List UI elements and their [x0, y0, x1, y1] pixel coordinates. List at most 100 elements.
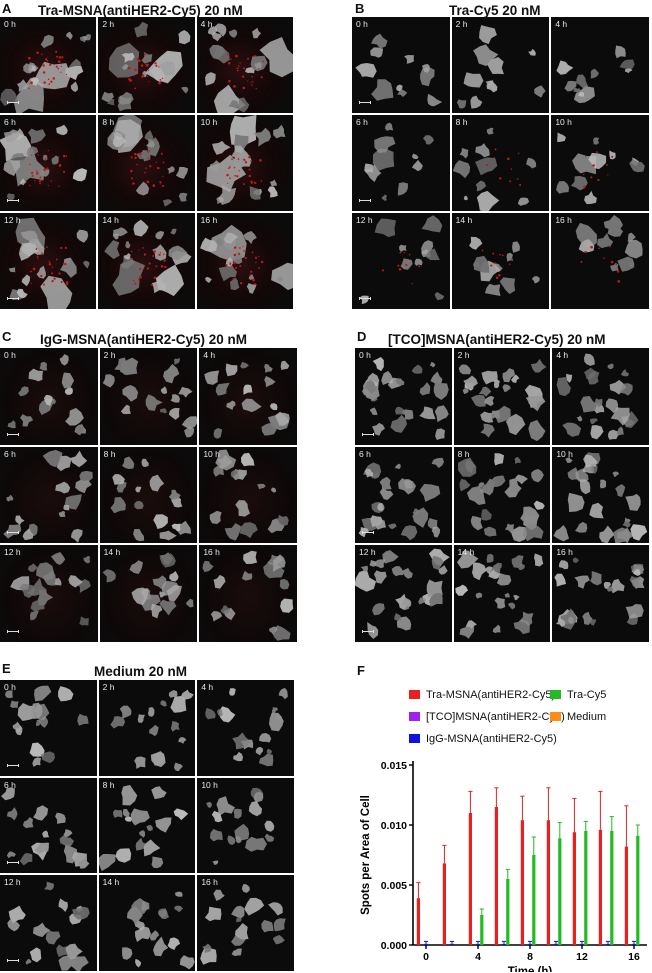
bar [442, 863, 446, 945]
bar [606, 943, 610, 945]
cell-image [452, 127, 536, 211]
microscopy-tile: 4 h [552, 348, 649, 445]
microscopy-tile: 4 h [551, 17, 649, 113]
image-grid: 0 h 2 h 4 h 6 h 8 h 10 h 12 h 14 h 16 h [0, 680, 294, 971]
time-label: 0 h [359, 350, 371, 360]
cell-image [458, 358, 546, 442]
time-label: 2 h [457, 350, 470, 360]
time-label: 8 h [102, 117, 115, 127]
microscopy-tile: 10 h [197, 777, 294, 874]
bar [584, 831, 588, 945]
bar [520, 820, 524, 945]
y-tick-label: 0.000 [381, 940, 407, 952]
time-label: 14 h [103, 547, 121, 558]
bar [424, 943, 428, 945]
cell-image [7, 354, 87, 436]
cell-image [457, 452, 545, 542]
cell-image [199, 224, 293, 294]
bar [506, 879, 510, 945]
panel-title: Medium 20 nM [94, 664, 188, 679]
time-label: 8 h [103, 448, 116, 459]
cell-image [556, 353, 639, 440]
microscopy-tile: 6 h [0, 115, 97, 211]
cell-image [204, 360, 291, 439]
cell-image [98, 784, 188, 871]
microscopy-tile: 4 h [196, 17, 293, 113]
microscopy-tile: 16 h [196, 213, 293, 309]
legend-swatch [409, 734, 420, 743]
legend-label: Tra-Cy5 [567, 689, 607, 701]
legend-label: IgG-MSNA(antiHER2-Cy5) [426, 733, 557, 745]
bar [480, 915, 484, 945]
cell-image [576, 215, 643, 283]
cell-image [0, 31, 91, 113]
time-label: 14 h [457, 547, 475, 558]
time-label: 10 h [556, 448, 573, 459]
cell-image [361, 356, 449, 441]
bar [468, 813, 472, 945]
microscopy-tile: 14 h [451, 213, 550, 309]
y-axis-label: Spots per Area of Cell [360, 795, 372, 915]
y-tick-label: 0.010 [381, 820, 407, 832]
time-label: 10 h [555, 117, 572, 127]
legend-swatch [409, 712, 420, 721]
scale-bar [7, 297, 19, 300]
scale-bar [362, 432, 374, 436]
time-label: 16 h [555, 215, 572, 225]
microscopy-tile: 12 h [0, 213, 97, 309]
image-grid: 0 h 2 h 4 h 6 h 8 h 10 h 12 h 14 h 16 h [355, 348, 649, 642]
time-label: 0 h [4, 19, 16, 29]
microscopy-tile: 2 h [98, 17, 195, 113]
microscopy-tile: 8 h [451, 115, 550, 211]
legend-swatch [550, 690, 561, 699]
panel-title: Tra-Cy5 20 nM [449, 3, 541, 18]
bar [636, 835, 640, 945]
bar [416, 898, 420, 945]
y-tick-label: 0.005 [381, 880, 407, 892]
cell-image [7, 881, 90, 971]
time-label: 12 h [359, 547, 376, 558]
scale-bar [362, 629, 374, 633]
cell-image [121, 891, 195, 970]
microscopy-tile: 2 h [453, 348, 551, 445]
time-label: 12 h [4, 877, 21, 888]
bar [558, 838, 562, 945]
microscopy-tile: 8 h [98, 115, 195, 211]
panel-label: B [355, 1, 365, 16]
microscopy-tile: 8 h [99, 446, 198, 544]
cell-image [556, 45, 636, 104]
microscopy-tile: 12 h [0, 875, 97, 971]
cell-image [206, 787, 275, 865]
microscopy-tile: 12 h [355, 545, 452, 642]
cell-image [102, 552, 194, 619]
time-label: 6 h [4, 779, 16, 790]
microscopy-tile: 4 h [197, 680, 294, 776]
time-label: 0 h [4, 350, 16, 360]
microscopy-tile: 0 h [0, 348, 98, 445]
panel-title: Tra-MSNA(antiHER2-Cy5) 20 nM [38, 3, 243, 18]
microscopy-tile: 10 h [199, 446, 297, 544]
scale-bar [359, 297, 371, 300]
time-label: 10 h [203, 448, 220, 459]
microscopy-tile: 0 h [355, 348, 452, 445]
cell-image [110, 456, 191, 541]
microscopy-tile: 6 h [0, 777, 97, 874]
bar [528, 943, 532, 945]
time-label: 14 h [102, 877, 120, 888]
image-grid: 0 h 2 h 4 h 6 h 8 h 10 h 12 h 14 h 16 h [0, 348, 297, 642]
cell-image [359, 215, 445, 305]
microscopy-tile: 16 h [552, 545, 649, 642]
cell-image [206, 115, 286, 206]
time-label: 4 h [555, 19, 568, 29]
panel-label: A [2, 1, 12, 16]
cell-image [5, 685, 89, 767]
bar [598, 829, 602, 945]
microscopy-tile: 0 h [0, 17, 97, 113]
legend-swatch [550, 712, 561, 721]
time-label: 4 h [203, 350, 216, 360]
time-label: 14 h [102, 215, 119, 225]
microscopy-tile: 12 h [352, 213, 450, 309]
time-label: 16 h [556, 547, 573, 558]
y-tick-label: 0.015 [381, 760, 407, 772]
x-tick-label: 4 [475, 951, 481, 963]
